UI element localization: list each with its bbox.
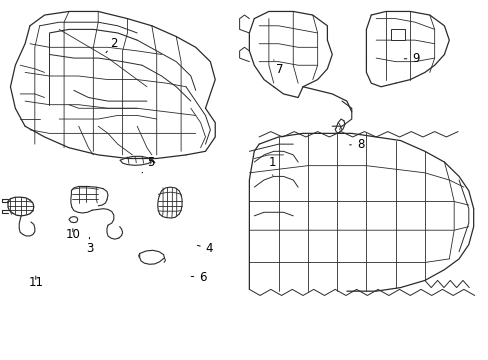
Text: 7: 7 [273,60,283,76]
Text: 3: 3 [85,237,93,255]
Text: 2: 2 [106,36,117,53]
Text: 11: 11 [28,276,43,289]
Text: 4: 4 [197,242,213,255]
Text: 8: 8 [349,138,364,151]
Text: 9: 9 [404,52,419,65]
Polygon shape [390,30,405,40]
Polygon shape [69,217,78,223]
Text: 6: 6 [191,271,206,284]
Text: 5: 5 [142,156,154,173]
Text: 10: 10 [65,228,80,241]
Text: 1: 1 [268,156,276,175]
